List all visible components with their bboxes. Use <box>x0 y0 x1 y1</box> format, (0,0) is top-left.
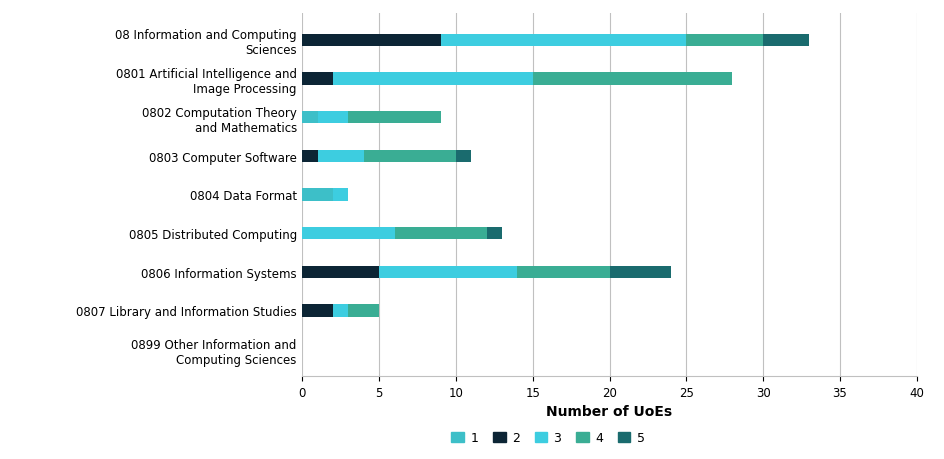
Bar <box>317 112 348 124</box>
Bar <box>302 73 332 85</box>
Bar <box>332 189 348 201</box>
Bar <box>486 228 501 240</box>
Bar <box>302 112 317 124</box>
Bar <box>302 228 395 240</box>
Bar <box>302 305 332 317</box>
Legend: 1, 2, 3, 4, 5: 1, 2, 3, 4, 5 <box>447 428 648 448</box>
Bar <box>332 73 532 85</box>
Bar <box>317 151 363 162</box>
Bar <box>685 34 762 47</box>
Bar <box>302 151 317 162</box>
Bar <box>379 266 517 279</box>
Bar <box>332 305 348 317</box>
Bar <box>302 34 440 47</box>
Bar <box>302 189 332 201</box>
Bar <box>532 73 732 85</box>
Bar <box>517 266 609 279</box>
Bar <box>395 228 486 240</box>
Bar <box>440 34 685 47</box>
X-axis label: Number of UoEs: Number of UoEs <box>546 404 672 419</box>
Bar <box>302 266 379 279</box>
Bar <box>455 151 471 162</box>
Bar <box>363 151 455 162</box>
Bar <box>762 34 808 47</box>
Bar <box>609 266 670 279</box>
Bar <box>348 112 440 124</box>
Bar <box>348 305 379 317</box>
